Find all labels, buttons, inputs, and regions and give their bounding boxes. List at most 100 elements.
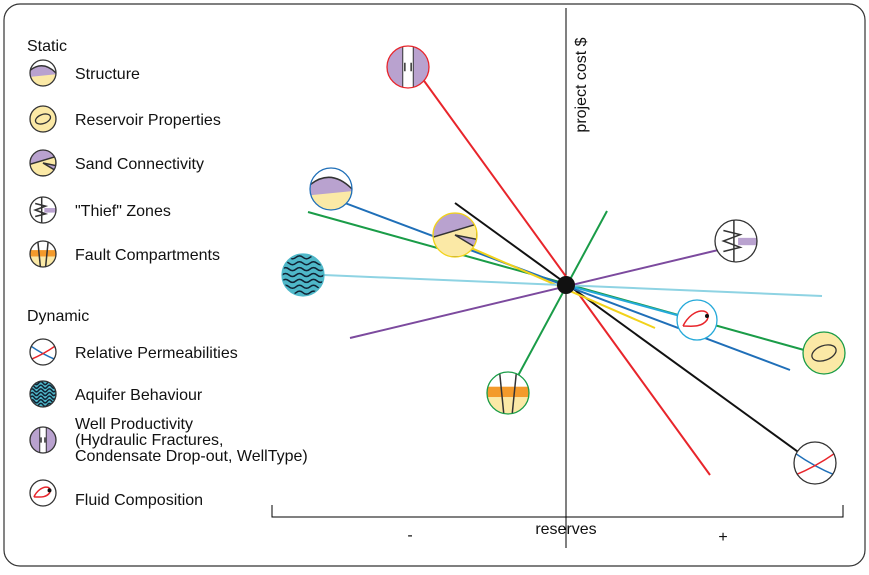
icon-fault [29,240,57,268]
legend: Static Structure Reservoir Properties Sand … [27,38,308,509]
icon-part [44,208,56,213]
icon-sand [432,212,478,258]
origin [557,276,575,294]
icon-thief [714,219,758,263]
icon-relperm [29,338,57,366]
icon-part [433,222,477,257]
icon-body [803,332,845,374]
icon-part [487,397,529,414]
line-fault-compartments [512,210,608,386]
icon-body [30,339,56,365]
icon-part [498,372,518,414]
icon-part [33,486,51,498]
icon-well [29,426,57,454]
icon-part [282,284,324,290]
legend-label: Aquifer Behaviour [75,387,203,404]
icon-part [40,437,46,443]
legend-label: Reservoir Properties [75,112,221,129]
icon-ring [309,167,353,211]
icon-part [682,310,709,327]
icon-part [404,62,412,72]
x-plus: + [718,529,727,546]
icon-fault [486,371,530,415]
icon-bg [30,480,56,506]
x-axis-label: reserves [535,521,596,538]
icon-part [282,266,324,272]
icon-part [310,191,352,210]
icon-ring [29,149,57,177]
icon-body [487,372,529,414]
legend-label: Condensate Drop-out, WellType) [75,448,308,465]
icon-body [30,241,56,267]
icon-body [677,300,717,340]
icon-ring [29,196,57,224]
icon-part [30,399,56,404]
icon-part [282,272,324,278]
icon-part [30,388,56,393]
frame [3,3,866,567]
icon-fluid [676,299,718,341]
icon-well [386,45,430,89]
icon-ring [29,380,57,408]
icon-relperm [793,441,837,485]
line-well-productivity [413,66,711,476]
icon-part [282,278,324,284]
icon-structure [309,167,353,211]
icon-ring [386,45,430,89]
icon-part [30,391,56,397]
icon-ring [676,299,718,341]
legend-label: Fault Compartments [75,247,220,264]
icon-ring [29,105,57,133]
icon-ring [432,212,478,258]
icon-part [402,46,414,88]
line-thief [349,245,736,339]
legend-label: "Thief" Zones [75,203,171,220]
icon-reservoir [802,331,846,375]
icon-bg [677,300,717,340]
icon-part [738,237,757,246]
icon-part [310,176,352,190]
icon-aquifer [281,253,325,297]
icon-part [705,314,709,318]
icon-bg [794,442,836,484]
icon-ring [29,240,57,268]
icon-aquifer [29,380,57,408]
legend-label: Structure [75,66,140,83]
icon-structure [29,59,57,87]
icon-ring [793,441,837,485]
reserves-axis [271,505,844,518]
icon-part [30,155,56,176]
icon-body [387,46,429,88]
icon-body [30,150,56,176]
icon-reservoir [29,105,57,133]
icon-part [30,384,56,389]
icon-part [47,488,52,493]
icon-body [30,480,56,506]
icon-bg [30,339,56,365]
line-structure [312,190,791,371]
legend-label: (Hydraulic Fractures, [75,432,223,449]
icon-part [811,344,837,362]
icon-part [30,65,56,74]
legend-label: Relative Permeabilities [75,345,238,362]
icon-body [30,197,56,223]
icon-fill [803,332,845,374]
icon-part [34,113,52,125]
icon-ring [486,371,530,415]
line-sand-connectivity [445,236,656,329]
icon-body [30,106,56,132]
icon-ring [29,426,57,454]
line-thief-zones [454,202,813,463]
icon-thief [29,196,57,224]
icon-body [433,213,477,257]
icon-part [30,74,56,86]
legend-label: Well Productivity [75,416,193,433]
icon-ring [29,479,57,507]
icon-body [794,442,836,484]
y-axis-label: project cost $ [573,37,590,132]
icon-part [30,256,56,267]
icon-ring [714,219,758,263]
icon-ring [29,59,57,87]
icon-sand [29,149,57,177]
